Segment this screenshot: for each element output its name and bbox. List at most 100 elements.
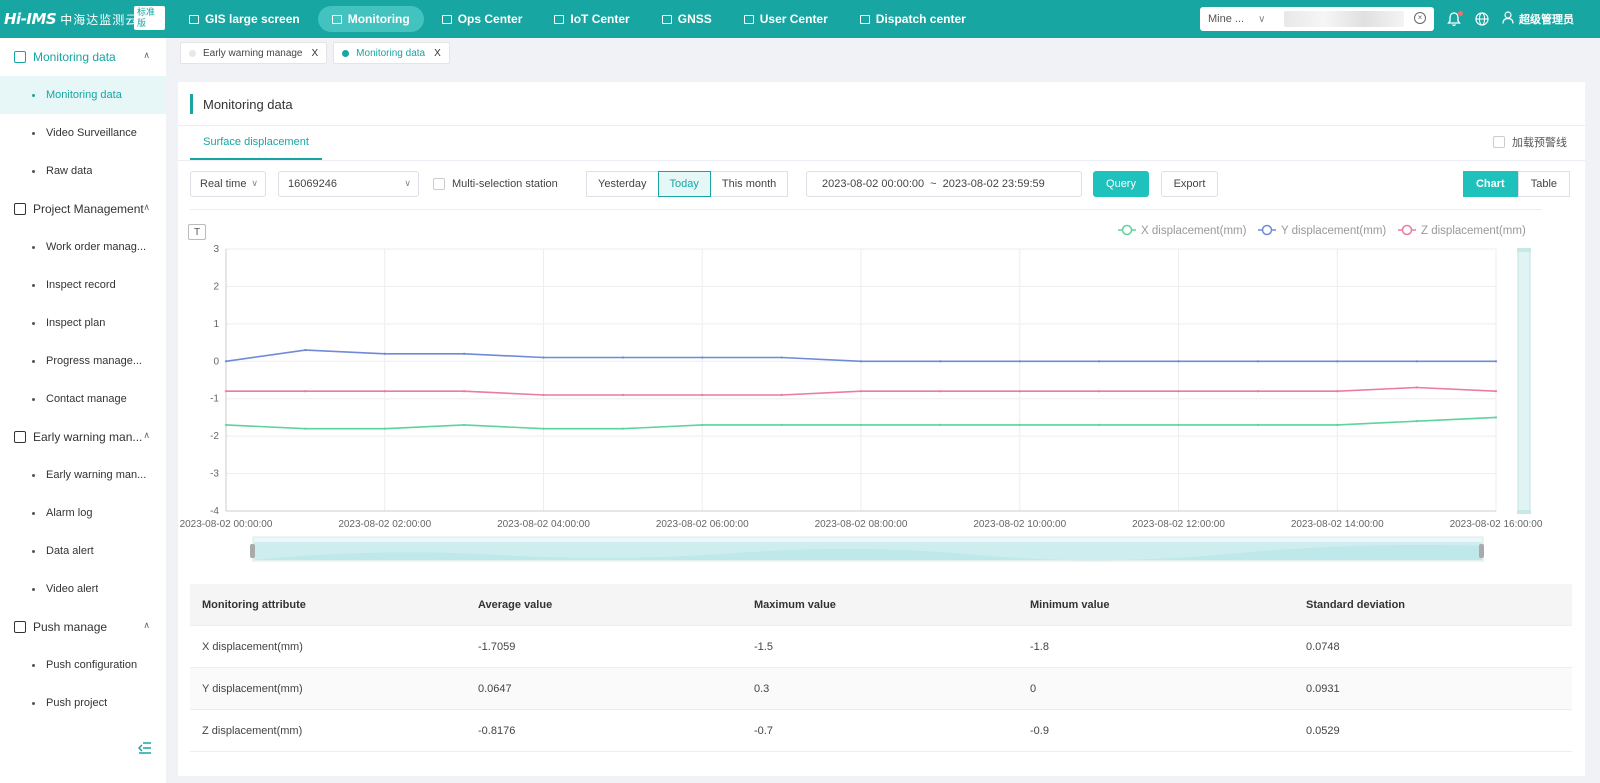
sidebar-group-monitoring-data[interactable]: Monitoring data ∧ — [0, 38, 166, 76]
chart-view-button[interactable]: Chart — [1462, 171, 1518, 197]
table-cell: 0.0748 — [1306, 640, 1340, 653]
x-tick-label: 2023-08-02 06:00:00 — [656, 519, 749, 530]
data-point — [939, 423, 942, 427]
export-button[interactable]: Export — [1161, 171, 1218, 197]
monitor-icon — [189, 14, 199, 24]
data-point — [1097, 423, 1101, 427]
station-select[interactable]: 16069246 ∨ — [278, 171, 419, 197]
data-point — [1494, 360, 1498, 363]
data-zoom-window — [254, 542, 1482, 560]
sidebar-item-video-surveillance[interactable]: Video Surveillance — [0, 114, 166, 152]
y-tick-label: -4 — [210, 506, 219, 517]
sidebar-item-raw-data[interactable]: Raw data — [0, 152, 166, 190]
data-point — [939, 360, 942, 363]
period-this-month-button[interactable]: This month — [709, 171, 789, 197]
cloud-icon — [554, 14, 565, 24]
filter-toolbar: Real time ∨ 16069246 ∨ Multi-selection s… — [190, 171, 1570, 197]
x-tick-label: 2023-08-02 04:00:00 — [497, 519, 590, 530]
sidebar-item-data-alert[interactable]: Data alert — [0, 532, 166, 570]
brand-logo[interactable]: Hi-IMS 中海达监测云 标准版 — [0, 0, 165, 38]
push-icon — [14, 621, 26, 633]
data-point — [701, 423, 704, 427]
sidebar-item-push-configuration[interactable]: Push configuration — [0, 646, 166, 684]
sidebar-item-work-order[interactable]: Work order manag... — [0, 228, 166, 266]
tab-surface-displacement[interactable]: Surface displacement — [190, 126, 322, 160]
nav-gnss[interactable]: GNSS — [648, 6, 726, 32]
data-point — [1256, 360, 1260, 363]
table-cell: 0.3 — [754, 682, 770, 695]
sidebar-group-early-warning[interactable]: Early warning man... ∧ — [0, 418, 166, 456]
data-point — [1415, 360, 1418, 363]
clear-icon[interactable]: × — [1414, 12, 1426, 24]
date-range-picker[interactable]: 2023-08-02 00:00:00 ~ 2023-08-02 23:59:5… — [806, 171, 1082, 197]
checkbox-box[interactable] — [1493, 136, 1505, 148]
user-menu[interactable]: 超级管理员 — [1502, 11, 1574, 27]
nav-user-center[interactable]: User Center — [730, 6, 842, 32]
sidebar-item-push-project[interactable]: Push project — [0, 684, 166, 722]
nav-gis-large-screen[interactable]: GIS large screen — [175, 6, 314, 32]
divider — [178, 125, 1585, 126]
close-icon[interactable]: X — [434, 47, 441, 59]
table-header-row: Monitoring attribute Average value Maxim… — [190, 584, 1572, 626]
query-button[interactable]: Query — [1093, 171, 1149, 197]
sidebar-item-alarm-log[interactable]: Alarm log — [0, 494, 166, 532]
bell-icon[interactable] — [1446, 11, 1463, 27]
header-cell: Average value — [478, 598, 553, 611]
nav-iot-center[interactable]: IoT Center — [540, 6, 643, 32]
sidebar-item-inspect-plan[interactable]: Inspect plan — [0, 304, 166, 342]
x-tick-label: 2023-08-02 10:00:00 — [973, 519, 1066, 530]
globe-icon[interactable] — [1474, 11, 1490, 27]
table-cell: Z displacement(mm) — [202, 724, 303, 737]
close-icon[interactable]: X — [311, 47, 319, 59]
data-point — [1177, 423, 1180, 427]
data-point — [462, 390, 466, 393]
data-point — [224, 423, 228, 427]
header-cell: Monitoring attribute — [202, 598, 306, 611]
data-point — [1336, 423, 1339, 427]
sidebar-group-push-manage[interactable]: Push manage ∧ — [0, 608, 166, 646]
data-point — [304, 390, 307, 393]
table-row: Z displacement(mm) -0.8176 -0.7 -0.9 0.0… — [190, 710, 1572, 752]
data-point — [859, 360, 863, 363]
legend-marker — [1121, 224, 1133, 236]
header-cell: Standard deviation — [1306, 598, 1406, 611]
text-toggle-icon[interactable]: T — [188, 224, 206, 240]
nav-ops-center[interactable]: Ops Center — [428, 6, 537, 32]
sidebar-item-monitoring-data[interactable]: Monitoring data — [0, 76, 166, 114]
warning-line-checkbox[interactable]: 加载预警线 — [1493, 134, 1567, 150]
period-yesterday-button[interactable]: Yesterday — [586, 171, 659, 197]
data-point — [1018, 390, 1021, 393]
nav-dispatch-center[interactable]: Dispatch center — [846, 6, 980, 32]
edition-badge: 标准版 — [134, 6, 165, 30]
table-cell: -1.8 — [1030, 640, 1049, 653]
x-tick-label: 2023-08-02 14:00:00 — [1291, 519, 1384, 530]
multi-selection-checkbox[interactable]: Multi-selection station — [433, 171, 558, 197]
chevron-down-icon: ∨ — [404, 178, 411, 188]
nav-monitoring[interactable]: Monitoring — [317, 6, 424, 32]
project-select[interactable]: Mine ... ∨ × — [1200, 7, 1434, 31]
collapse-sidebar-icon[interactable] — [137, 742, 152, 757]
table-view-button[interactable]: Table — [1517, 171, 1570, 197]
checkbox-box[interactable] — [433, 178, 445, 190]
x-tick-label: 2023-08-02 02:00:00 — [338, 519, 431, 530]
tab-monitoring-data[interactable]: Monitoring data X — [333, 42, 450, 64]
data-point — [1256, 390, 1260, 393]
data-point — [224, 360, 228, 363]
sidebar-item-contact-manage[interactable]: Contact manage — [0, 380, 166, 418]
sidebar-item-early-warning-manage[interactable]: Early warning man... — [0, 456, 166, 494]
data-point — [1097, 360, 1101, 363]
dispatch-icon — [859, 14, 870, 24]
period-today-button[interactable]: Today — [657, 171, 711, 197]
sidebar-group-project-management[interactable]: Project Management ∧ — [0, 190, 166, 228]
data-point — [939, 390, 942, 393]
sidebar-item-video-alert[interactable]: Video alert — [0, 570, 166, 608]
brand-mark: Hi-IMS — [4, 10, 57, 28]
chevron-up-icon: ∧ — [143, 202, 150, 212]
user-name: 超级管理员 — [1519, 14, 1574, 26]
sidebar-item-inspect-record[interactable]: Inspect record — [0, 266, 166, 304]
sidebar-item-progress-manage[interactable]: Progress manage... — [0, 342, 166, 380]
view-toggle: Chart Table — [1462, 171, 1570, 197]
data-point — [621, 356, 625, 359]
mode-select[interactable]: Real time ∨ — [190, 171, 266, 197]
tab-early-warning-manage[interactable]: Early warning manage X — [180, 42, 328, 64]
